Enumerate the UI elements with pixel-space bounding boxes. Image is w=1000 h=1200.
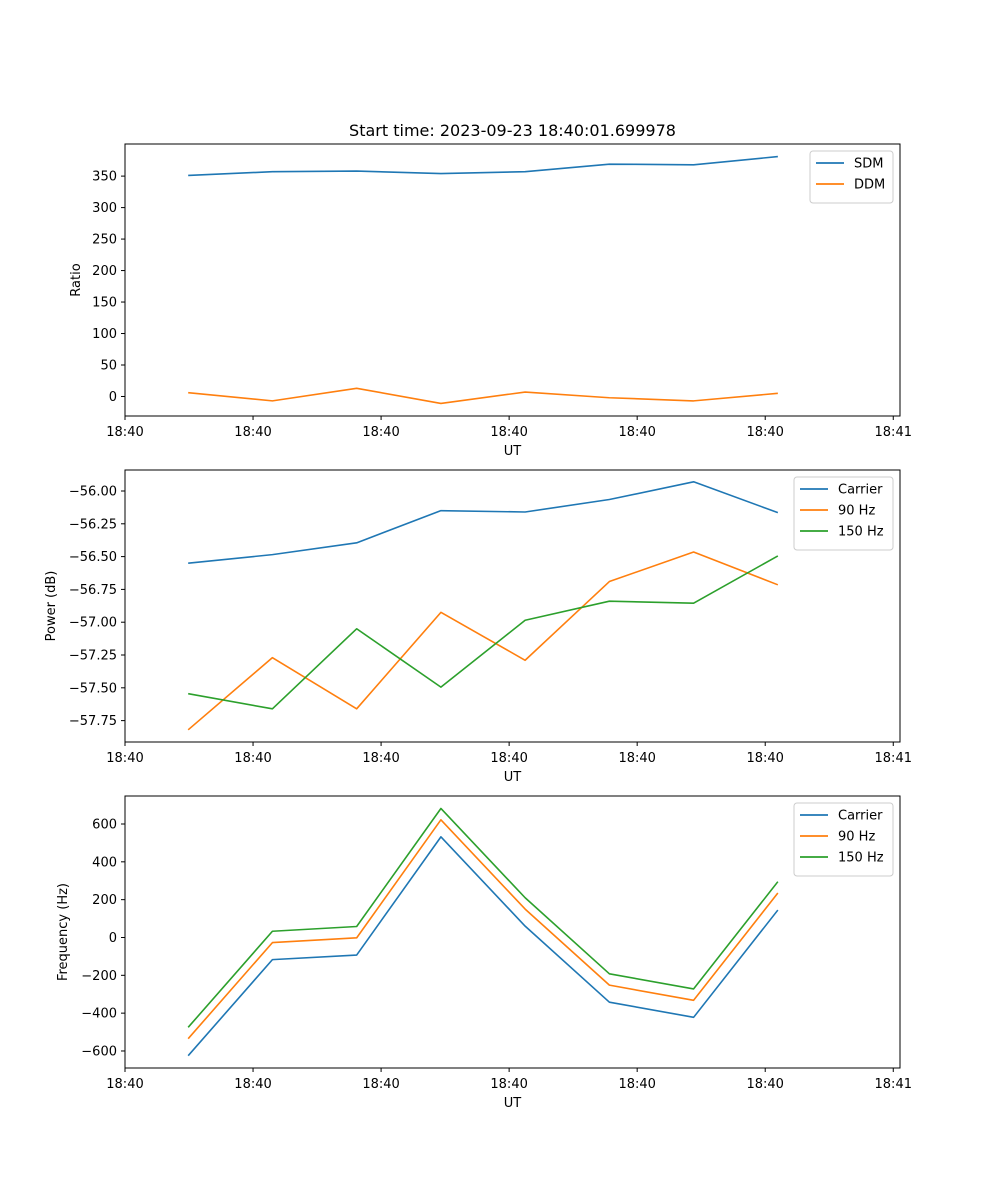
frequency-axes-frame bbox=[124, 795, 901, 1069]
frequency-x-axis-label: UT bbox=[504, 1096, 522, 1111]
ratio-x-tick-label: 18:41 bbox=[875, 425, 912, 440]
ratio-y-tick-label: 0 bbox=[109, 390, 117, 405]
frequency-x-tick-label: 18:40 bbox=[490, 1077, 527, 1092]
frequency-x-tick-label: 18:40 bbox=[618, 1077, 655, 1092]
power-y-tick-label: −57.75 bbox=[69, 714, 117, 729]
power-x-tick-label: 18:40 bbox=[746, 751, 783, 766]
ratio-x-tick-label: 18:40 bbox=[106, 425, 143, 440]
power-y-tick-label: −57.50 bbox=[69, 681, 117, 696]
power-y-tick-label: −56.00 bbox=[69, 484, 117, 499]
power-legend-label-150-hz: 150 Hz bbox=[838, 525, 884, 540]
ratio-legend: SDM DDM bbox=[809, 150, 894, 204]
frequency-legend-label-carrier: Carrier bbox=[838, 809, 883, 824]
frequency-y-tick-label: −200 bbox=[81, 969, 117, 984]
ratio-y-tick-label: 150 bbox=[92, 296, 117, 311]
power-x-tick-label: 18:40 bbox=[234, 751, 271, 766]
power-series-90-hz-line bbox=[187, 551, 779, 731]
ratio-y-tick-label: 250 bbox=[92, 233, 117, 248]
power-x-tick-label: 18:40 bbox=[618, 751, 655, 766]
frequency-y-tick-label: 0 bbox=[109, 931, 117, 946]
frequency-x-tick-label: 18:40 bbox=[106, 1077, 143, 1092]
frequency-y-tick-label: 600 bbox=[92, 817, 117, 832]
ratio-x-tick-label: 18:40 bbox=[234, 425, 271, 440]
ratio-x-tick-label: 18:40 bbox=[362, 425, 399, 440]
power-legend-label-90-hz: 90 Hz bbox=[838, 504, 875, 519]
power-panel: 18:40 18:40 18:40 18:40 18:40 18:40 18:41 −57.7… bbox=[44, 469, 912, 785]
ratio-x-tick-label: 18:40 bbox=[746, 425, 783, 440]
frequency-legend-label-90-hz: 90 Hz bbox=[838, 830, 875, 845]
ratio-series-ddm-line bbox=[188, 387, 778, 405]
ratio-legend-box bbox=[809, 150, 894, 204]
power-x-tick-label: 18:40 bbox=[490, 751, 527, 766]
ratio-x-tick-label: 18:40 bbox=[618, 425, 655, 440]
frequency-series-150-hz-line bbox=[187, 807, 779, 1028]
ratio-y-tick-label: 100 bbox=[92, 327, 117, 342]
frequency-x-tick-label: 18:40 bbox=[746, 1077, 783, 1092]
power-y-tick-label: −56.25 bbox=[69, 517, 117, 532]
ratio-y-tick-label: 50 bbox=[100, 359, 117, 374]
power-y-tick-label: −57.25 bbox=[69, 649, 117, 664]
frequency-y-tick-label: 200 bbox=[92, 893, 117, 908]
ratio-y-tick-label: 350 bbox=[92, 170, 117, 185]
power-x-tick-label: 18:40 bbox=[362, 751, 399, 766]
ratio-x-axis-label: UT bbox=[504, 444, 522, 459]
frequency-y-tick-label: −400 bbox=[81, 1007, 117, 1022]
frequency-panel: 18:40 18:40 18:40 18:40 18:40 18:40 18:41 −600 −… bbox=[56, 795, 912, 1111]
power-x-tick-label: 18:41 bbox=[875, 751, 912, 766]
ratio-y-tick-label: 300 bbox=[92, 201, 117, 216]
frequency-series-carrier-line bbox=[187, 836, 779, 1057]
frequency-legend-label-150-hz: 150 Hz bbox=[838, 851, 884, 866]
power-y-axis-label: Power (dB) bbox=[44, 571, 59, 642]
power-y-tick-label: −57.00 bbox=[69, 616, 117, 631]
power-y-tick-label: −56.50 bbox=[69, 550, 117, 565]
power-series-carrier-line bbox=[188, 481, 779, 564]
ratio-y-tick-label: 200 bbox=[92, 264, 117, 279]
figure-title: Start time: 2023-09-23 18:40:01.699978 bbox=[349, 121, 676, 140]
ratio-series-sdm-line bbox=[188, 155, 778, 177]
ratio-panel: 18:40 18:40 18:40 18:40 18:40 18:40 18:41 0 50 10… bbox=[69, 143, 912, 459]
frequency-x-tick-label: 18:41 bbox=[875, 1077, 912, 1092]
frequency-series-90-hz-line bbox=[187, 819, 779, 1040]
power-x-tick-label: 18:40 bbox=[106, 751, 143, 766]
ratio-y-axis-label: Ratio bbox=[69, 263, 84, 296]
ratio-legend-label-ddm: DDM bbox=[854, 178, 885, 193]
frequency-x-tick-label: 18:40 bbox=[362, 1077, 399, 1092]
ratio-legend-label-sdm: SDM bbox=[854, 157, 883, 172]
frequency-y-tick-label: −600 bbox=[81, 1044, 117, 1059]
power-x-axis-label: UT bbox=[504, 770, 522, 785]
power-legend-label-carrier: Carrier bbox=[838, 483, 883, 498]
power-axes-frame bbox=[124, 469, 901, 743]
frequency-legend: Carrier 90 Hz 150 Hz bbox=[793, 802, 894, 877]
frequency-x-tick-label: 18:40 bbox=[234, 1077, 271, 1092]
frequency-y-tick-label: 400 bbox=[92, 855, 117, 870]
power-legend: Carrier 90 Hz 150 Hz bbox=[793, 476, 894, 551]
power-series-150-hz-line bbox=[188, 555, 779, 710]
power-y-tick-label: −56.75 bbox=[69, 583, 117, 598]
ratio-axes-frame bbox=[124, 143, 901, 417]
ratio-x-tick-label: 18:40 bbox=[490, 425, 527, 440]
frequency-y-axis-label: Frequency (Hz) bbox=[56, 883, 71, 981]
